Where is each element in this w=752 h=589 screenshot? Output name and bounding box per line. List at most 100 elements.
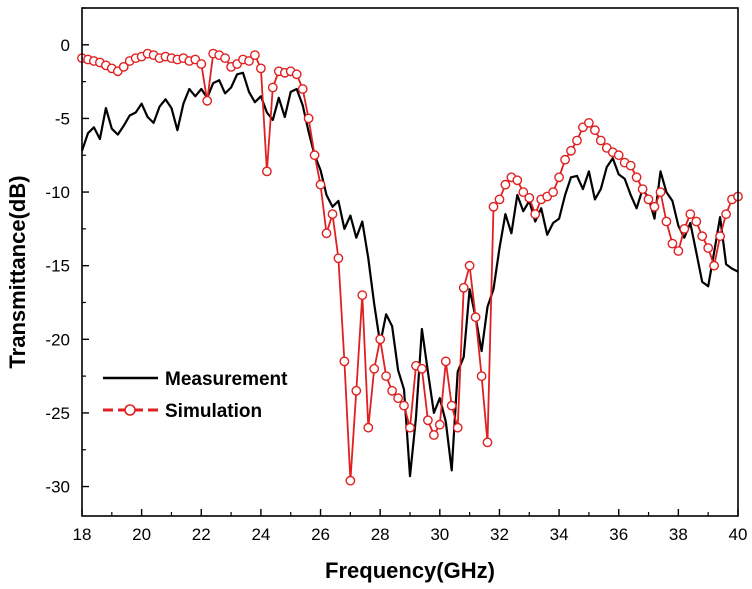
legend-marker-simulation — [124, 404, 136, 416]
simulation-point — [655, 187, 666, 198]
simulation-point — [261, 166, 272, 177]
simulation-point — [297, 84, 308, 94]
simulation-point — [399, 400, 409, 411]
x-tick-label: 32 — [490, 525, 509, 544]
simulation-point — [476, 371, 487, 381]
simulation-point — [691, 216, 702, 227]
simulation-point — [482, 437, 493, 448]
simulation-point — [512, 175, 523, 186]
x-tick-label: 38 — [669, 525, 688, 544]
simulation-point — [369, 363, 380, 374]
simulation-point — [584, 118, 594, 128]
simulation-point — [303, 113, 314, 124]
x-tick-label: 26 — [311, 525, 330, 544]
simulation-point — [309, 150, 320, 161]
x-axis-ticks: 18 20 22 24 26 28 30 32 34 36 38 40 — [73, 509, 748, 544]
simulation-point — [715, 231, 725, 242]
simulation-point — [202, 95, 213, 106]
simulation-point — [351, 385, 362, 396]
y-tick-label: -25 — [45, 404, 70, 423]
simulation-point — [422, 415, 433, 426]
simulation-point — [661, 216, 672, 227]
simulation-point — [613, 150, 624, 161]
simulation-point — [446, 400, 457, 411]
simulation-point — [488, 201, 499, 212]
simulation-point — [625, 160, 636, 171]
simulation-point — [458, 282, 469, 293]
y-tick-label: -15 — [45, 257, 70, 276]
simulation-point — [530, 209, 541, 220]
simulation-point — [387, 385, 397, 396]
y-axis-ticks: 0 -5 -10 -15 -20 -25 -30 — [45, 7, 89, 497]
legend-label-measurement: Measurement — [165, 369, 288, 390]
x-axis-title: Frequency(GHz) — [325, 558, 495, 583]
simulation-point — [452, 422, 463, 433]
simulation-point — [697, 231, 708, 242]
simulation-point — [345, 475, 356, 486]
y-tick-label: 0 — [61, 36, 70, 55]
simulation-point — [709, 260, 719, 271]
x-tick-label: 18 — [73, 525, 92, 544]
simulation-point — [363, 422, 374, 433]
simulation-point — [244, 56, 254, 66]
simulation-point — [590, 125, 600, 136]
plot-content — [77, 48, 743, 486]
y-tick-label: -10 — [45, 183, 70, 202]
simulation-point — [118, 62, 129, 72]
simulation-point — [667, 238, 678, 249]
simulation-point — [679, 223, 690, 234]
simulation-point — [196, 59, 207, 69]
simulation-point — [566, 145, 576, 156]
simulation-point — [631, 172, 642, 183]
x-tick-label: 28 — [371, 525, 390, 544]
x-tick-label: 40 — [729, 525, 748, 544]
simulation-point — [220, 53, 231, 63]
simulation-point — [685, 209, 696, 220]
simulation-point — [572, 135, 582, 146]
x-tick-label: 22 — [192, 525, 211, 544]
simulation-point — [500, 179, 511, 190]
plot-frame — [81, 7, 739, 517]
simulation-point — [381, 371, 391, 381]
simulation-point — [560, 154, 570, 165]
simulation-point — [548, 187, 558, 198]
simulation-point — [673, 246, 684, 256]
x-tick-label: 20 — [132, 525, 151, 544]
x-tick-label: 24 — [251, 525, 270, 544]
simulation-point — [375, 334, 386, 345]
y-tick-label: -5 — [55, 109, 70, 128]
simulation-point — [434, 419, 445, 430]
simulation-point — [494, 194, 505, 205]
x-tick-label: 36 — [609, 525, 628, 544]
simulation-point — [649, 201, 660, 212]
simulation-point — [393, 393, 403, 404]
simulation-point — [464, 260, 475, 271]
measurement-line — [80, 71, 739, 478]
simulation-point — [321, 228, 332, 239]
simulation-point — [267, 82, 278, 93]
simulation-point — [721, 209, 731, 220]
simulation-point — [470, 312, 481, 323]
y-tick-label: -20 — [45, 330, 70, 349]
simulation-point — [339, 356, 350, 367]
simulation-point — [255, 63, 266, 74]
legend: Measurement Simulation — [103, 369, 288, 422]
simulation-point — [643, 194, 654, 205]
simulation-point — [357, 290, 368, 300]
simulation-point — [315, 179, 326, 190]
y-tick-label: -30 — [45, 478, 70, 497]
simulation-point — [249, 50, 260, 60]
simulation-point — [524, 192, 535, 203]
simulation-point — [291, 69, 302, 80]
simulation-point — [405, 422, 415, 433]
y-axis-title: Transmittance(dB) — [5, 175, 30, 368]
simulation-point — [703, 243, 714, 253]
simulation-point — [554, 172, 564, 183]
simulation-point — [327, 209, 338, 220]
simulation-point — [333, 253, 344, 264]
simulation-point — [416, 363, 427, 374]
x-tick-label: 34 — [550, 525, 569, 544]
x-tick-label: 30 — [430, 525, 449, 544]
simulation-point — [428, 430, 439, 440]
